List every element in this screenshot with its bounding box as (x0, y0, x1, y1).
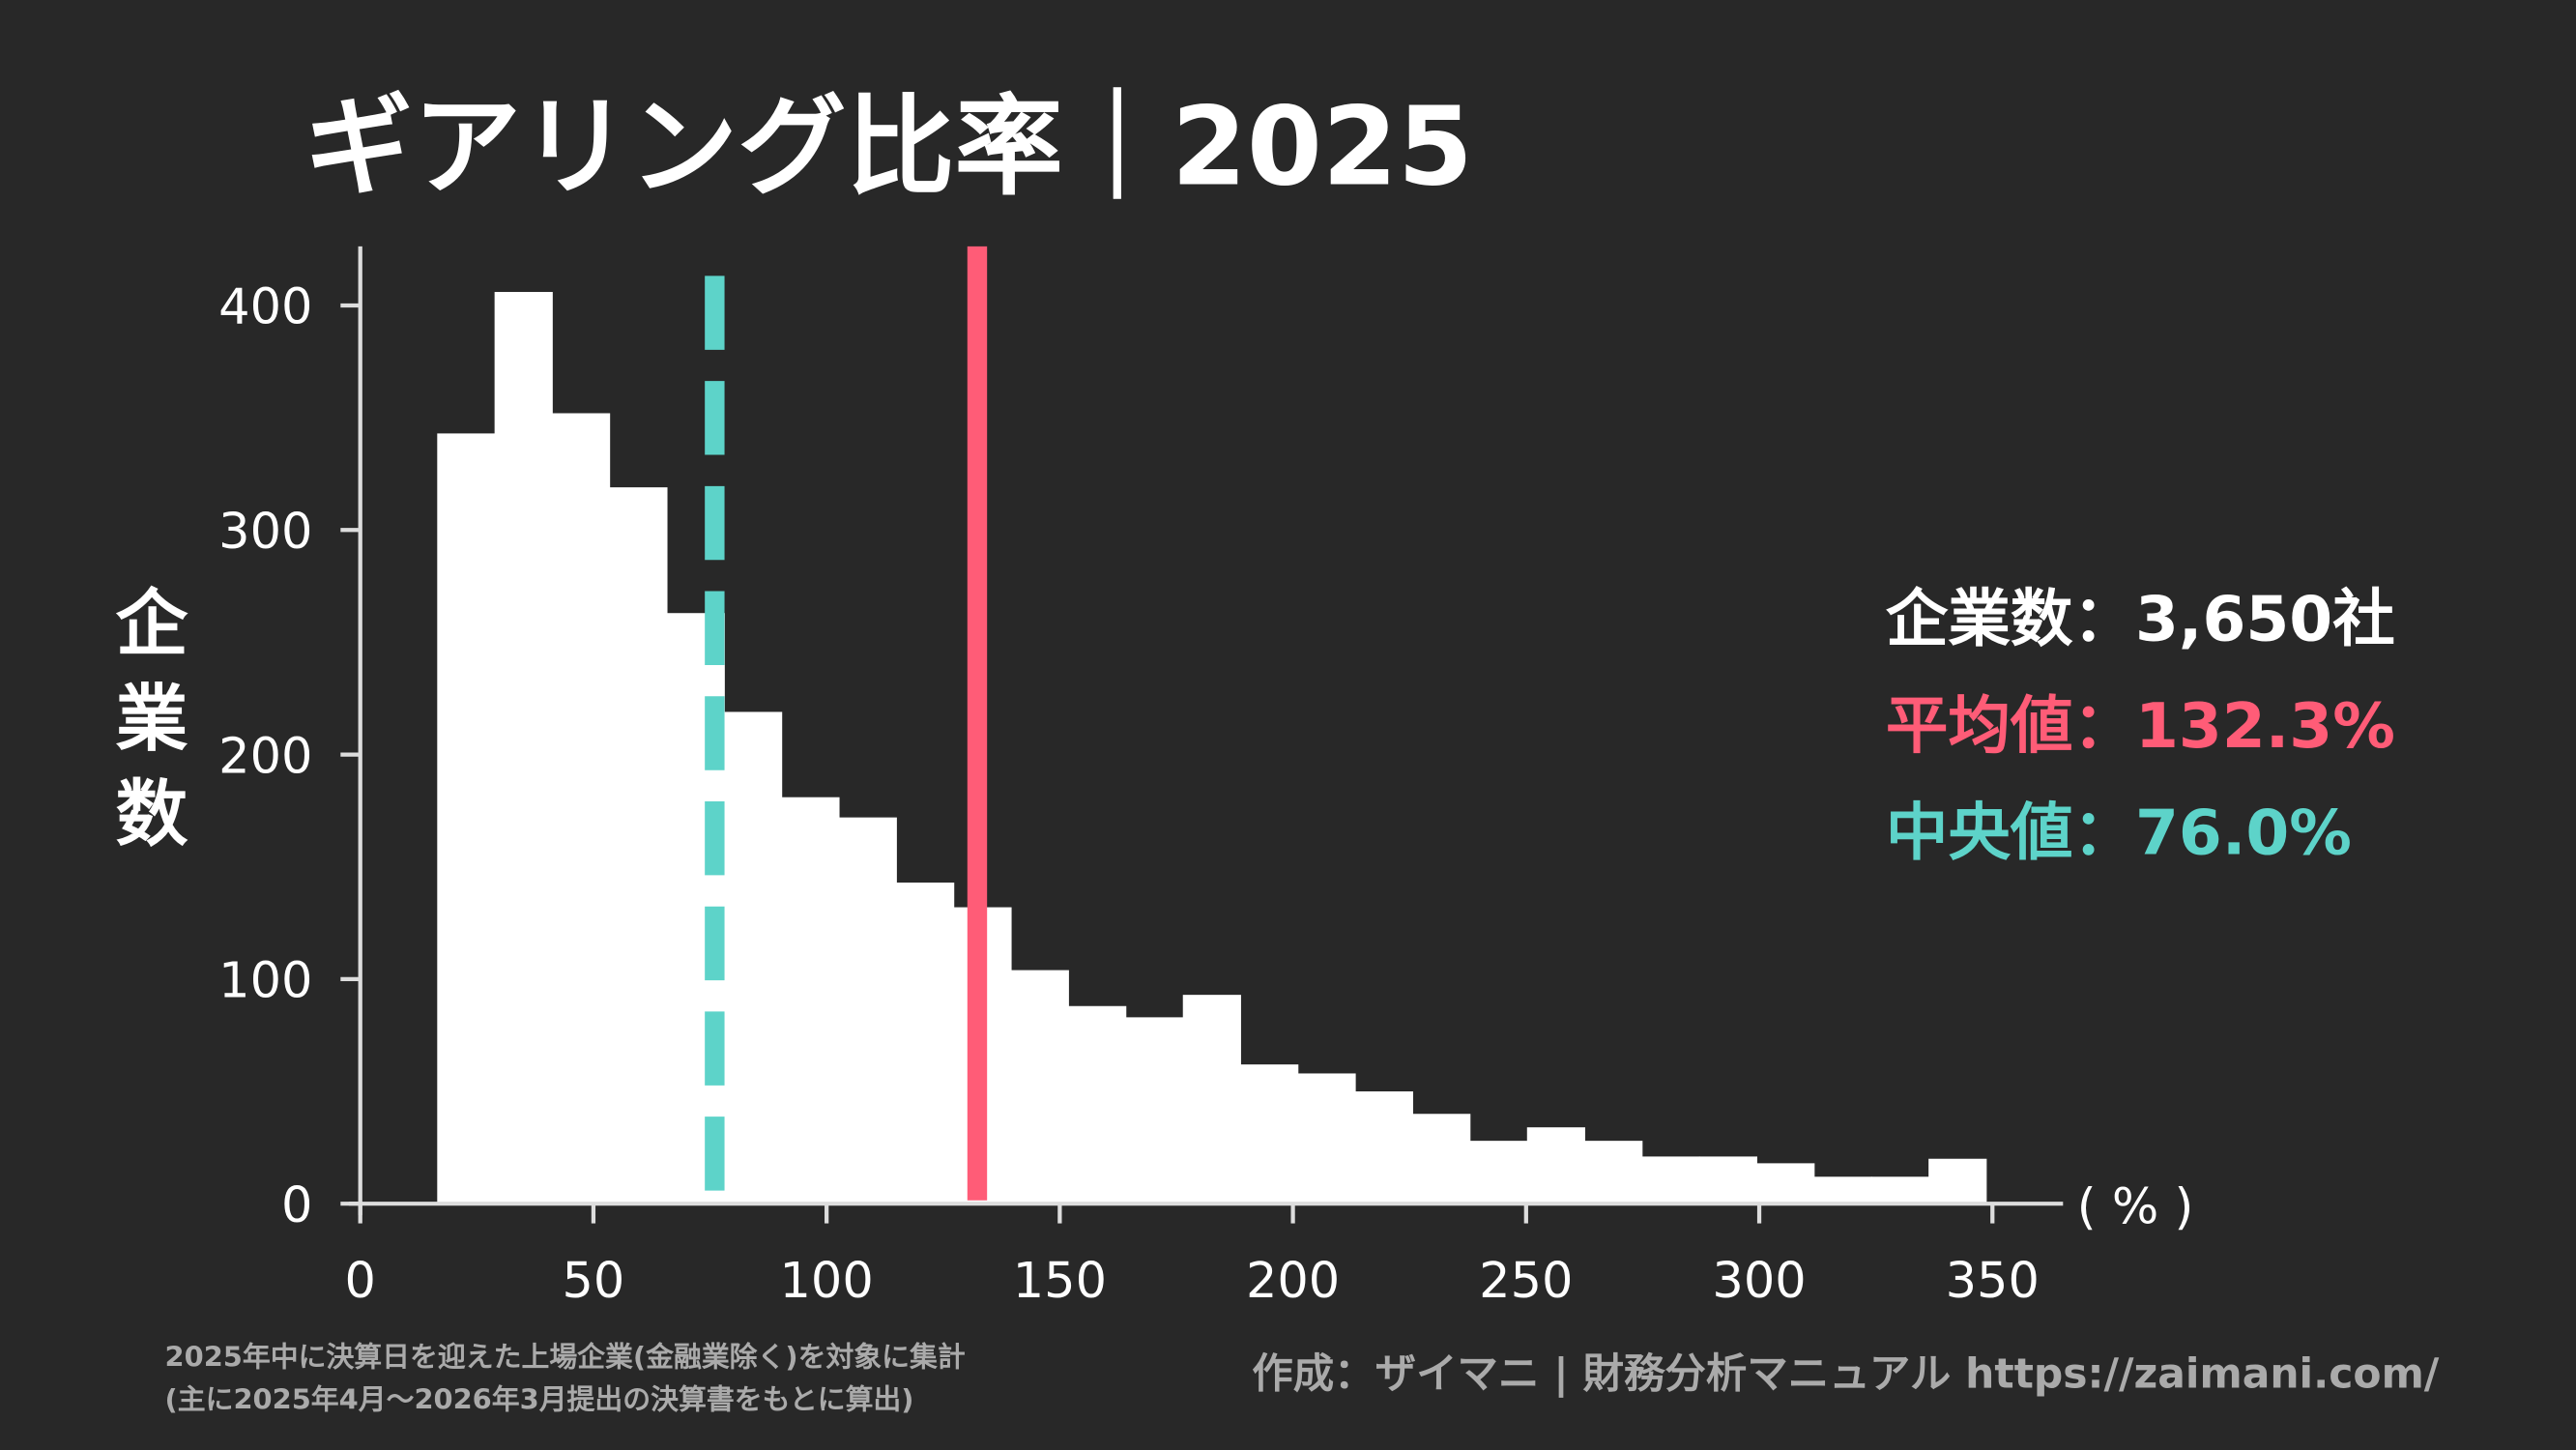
footnote-line-2: (主に2025年4月〜2026年3月提出の決算書をもとに算出) (165, 1383, 914, 1416)
histogram-bar (1297, 1073, 1356, 1204)
y-tick-label: 0 (281, 1177, 312, 1234)
x-tick-label: 0 (344, 1253, 375, 1310)
histogram-bar (838, 817, 897, 1204)
histogram-bar (437, 433, 496, 1204)
histogram-bar (1526, 1127, 1585, 1204)
histogram-bar (609, 487, 668, 1204)
histogram-bar (1125, 1017, 1184, 1204)
histogram-bar (1412, 1114, 1471, 1204)
company-count: 企業数：3,650社 (1886, 584, 2395, 656)
histogram-bar (1813, 1176, 1872, 1204)
histogram-bar (1068, 1005, 1127, 1204)
chart-title: ギアリング比率｜2025 (304, 84, 1473, 210)
y-tick-label: 300 (218, 504, 312, 561)
histogram-bar (1354, 1091, 1413, 1204)
histogram-bar (1010, 970, 1069, 1204)
y-axis-label-char: 企 (116, 582, 188, 666)
histogram-bar (494, 292, 553, 1204)
y-axis-label-text: 企業数 (116, 582, 188, 856)
histogram-bar (1928, 1158, 1987, 1204)
x-tick-label: 200 (1246, 1253, 1340, 1310)
y-tick-label: 200 (218, 728, 312, 785)
histogram-bar (1469, 1141, 1528, 1204)
y-axis-label-char: 業 (116, 678, 188, 762)
histogram-bar (781, 797, 840, 1204)
x-tick-label: 300 (1712, 1253, 1806, 1310)
x-tick-label: 350 (1946, 1253, 2040, 1310)
credit: 作成：ザイマニ | 財務分析マニュアル https://zaimani.com/ (1252, 1350, 2440, 1398)
y-axis-label: 企業数 (116, 582, 188, 856)
histogram-bar (1182, 995, 1241, 1204)
histogram-bar (1584, 1141, 1643, 1204)
histogram-bar (1240, 1064, 1299, 1204)
y-tick-label: 100 (218, 953, 312, 1010)
histogram-bar (1870, 1176, 1930, 1204)
histogram-bar (896, 882, 955, 1204)
x-tick-label: 50 (563, 1253, 625, 1310)
y-tick-label: 400 (218, 279, 312, 336)
footnote-line-1: 2025年中に決算日を迎えた上場企業(金融業除く)を対象に集計 (165, 1340, 966, 1373)
histogram-bar (1698, 1156, 1757, 1204)
median-value: 中央値：76.0% (1886, 797, 2352, 869)
mean-value: 平均値：132.3% (1886, 690, 2395, 763)
x-tick-label: 150 (1013, 1253, 1107, 1310)
histogram-bar (1641, 1156, 1700, 1204)
y-axis-label-char: 数 (116, 772, 188, 856)
histogram-bar (724, 711, 783, 1204)
x-axis-label: ( % ) (2077, 1179, 2194, 1236)
x-tick-label: 100 (780, 1253, 874, 1310)
histogram-bar (551, 413, 611, 1204)
histogram-bar (1756, 1163, 1815, 1204)
x-tick-label: 250 (1479, 1253, 1573, 1310)
